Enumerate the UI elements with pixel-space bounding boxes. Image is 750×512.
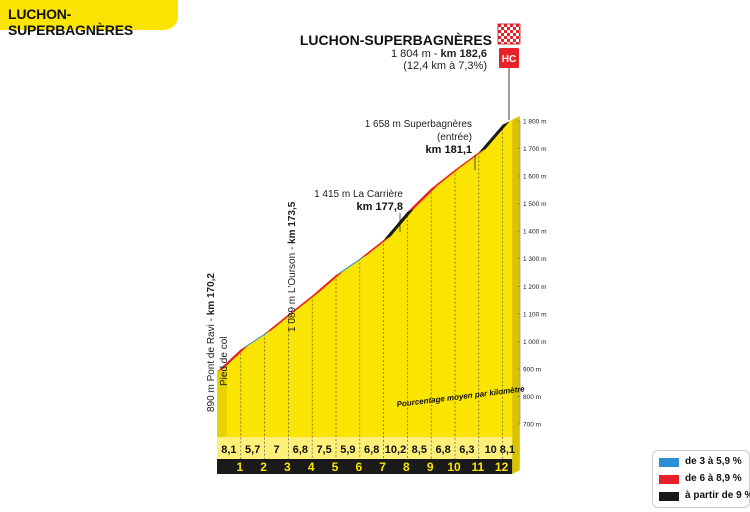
profile-segment <box>407 184 439 212</box>
gradient-value-label: 7,5 <box>316 444 331 456</box>
gradient-value-label: 6,8 <box>435 444 450 456</box>
km-marker-label: 6 <box>355 460 362 474</box>
finish-altitude-prefix: 1 804 m - <box>391 48 441 60</box>
km-marker-label: 7 <box>379 460 386 474</box>
finish-km: km 182,6 <box>441 48 487 60</box>
finish-altitude: 1 804 m - km 182,6 <box>391 48 487 60</box>
legend-swatch-black <box>659 492 679 501</box>
axis-tick-label: 1 500 m <box>523 201 547 208</box>
superbagneres-km: km 181,1 <box>426 144 472 156</box>
overlay-layer: 8,1 5,7 7 6,8 7,5 5,9 6,8 10,2 8,5 6,8 6,3 10 8,11 2 3… <box>217 116 520 474</box>
category-badge-text: HC <box>502 54 516 65</box>
profile-segment <box>312 271 343 296</box>
legend-swatch-red <box>659 475 679 484</box>
km-marker-label: 11 <box>471 460 484 474</box>
axis-tick-label: 800 m <box>523 394 541 401</box>
axis-tick-label: 1 800 m <box>523 118 547 125</box>
gradient-value-label: 5,9 <box>340 444 355 456</box>
superbagneres-label: 1 658 m Superbagnères <box>365 119 472 130</box>
legend-label: de 3 à 5,9 % <box>685 456 742 467</box>
pontderavi-label: 890 m Pont de Ravi - km 170,2 <box>206 273 217 412</box>
pied-de-col-label: Pied de col <box>219 337 230 386</box>
gradient-value-label: 6,8 <box>293 444 308 456</box>
gradient-value-label: 6,3 <box>459 444 474 456</box>
legend-label: à partir de 9 % <box>685 490 750 501</box>
km-marker-label: 5 <box>332 460 339 474</box>
superbagneres-entree: (entrée) <box>437 132 472 143</box>
axis-tick-label: 1 700 m <box>523 146 547 153</box>
profile-layer <box>217 115 520 475</box>
km-marker-label: 9 <box>427 460 434 474</box>
km-bar <box>217 459 513 474</box>
title-tab: LUCHON-SUPERBAGNÈRES <box>0 0 178 38</box>
profile-segment <box>336 255 367 275</box>
axis-tick-label: 1 200 m <box>523 284 547 291</box>
profile-segment <box>359 236 391 259</box>
axis-tick-label: 1 300 m <box>523 256 547 263</box>
category-badge <box>499 48 519 68</box>
ourson-label: 1 089 m L'Ourson - km 173,5 <box>287 201 298 332</box>
km-marker-label: 3 <box>284 460 291 474</box>
axis-tick-label: 1 600 m <box>523 174 547 181</box>
finish-flag-icon <box>497 23 521 45</box>
legend-swatch-blue <box>659 458 679 467</box>
profile-segment <box>431 166 462 189</box>
profile-segment <box>383 208 415 240</box>
gradient-band <box>217 437 513 459</box>
profile-segment <box>240 330 272 350</box>
profile-segment <box>217 345 248 372</box>
pontderavi-km: km 170,2 <box>206 273 217 316</box>
gradient-value-label: 10 <box>485 444 497 456</box>
stage-title: LUCHON-SUPERBAGNÈRES <box>8 6 133 38</box>
gradient-value-label: 10,2 <box>385 444 406 456</box>
axis-tick-label: 900 m <box>523 366 541 373</box>
profile-front-face <box>217 119 513 475</box>
km-marker-label: 4 <box>308 460 315 474</box>
ourson-name: 1 089 m L'Ourson - <box>287 244 298 332</box>
profile-segment <box>288 292 320 315</box>
gradient-value-label: 5,7 <box>245 444 260 456</box>
gradient-value-label: 8,1 <box>500 444 515 456</box>
gradient-value-label: 8,5 <box>412 444 427 456</box>
altitude-axis: 700 m 800 m 900 m 1 000 m 1 100 m 1 200 m 1 30… <box>517 118 547 429</box>
km-marker-label: 10 <box>447 460 461 474</box>
pontderavi-name: 890 m Pont de Ravi - <box>206 315 217 412</box>
legend-label: de 6 à 8,9 % <box>685 473 742 484</box>
finish-stats: (12,4 km à 7,3%) <box>403 60 487 72</box>
axis-tick-label: 1 400 m <box>523 229 547 236</box>
axis-tick-label: 1 000 m <box>523 339 547 346</box>
profile-segment <box>478 121 510 153</box>
ourson-km: km 173,5 <box>287 201 298 244</box>
profile-segment <box>264 310 296 334</box>
axis-tick-label: 1 100 m <box>523 311 547 318</box>
km-marker-label: 8 <box>403 460 410 474</box>
km-marker-label: 1 <box>236 460 243 474</box>
carriere-km: km 177,8 <box>357 201 403 213</box>
profile-segment <box>455 148 486 170</box>
km-marker-label: 12 <box>495 460 509 474</box>
gradient-value-label: 8,1 <box>221 444 236 456</box>
profile-segment <box>502 116 520 125</box>
gradient-value-label: 6,8 <box>364 444 379 456</box>
axis-tick-label: 700 m <box>523 422 541 429</box>
km-marker-label: 2 <box>260 460 267 474</box>
gradient-value-label: 7 <box>273 444 279 456</box>
carriere-label: 1 415 m La Carrière <box>314 189 403 200</box>
finish-name: LUCHON-SUPERBAGNÈRES <box>300 32 492 48</box>
profile-side-face <box>512 115 520 475</box>
gradient-legend: de 3 à 5,9 % de 6 à 8,9 % à partir de 9 … <box>652 450 750 508</box>
